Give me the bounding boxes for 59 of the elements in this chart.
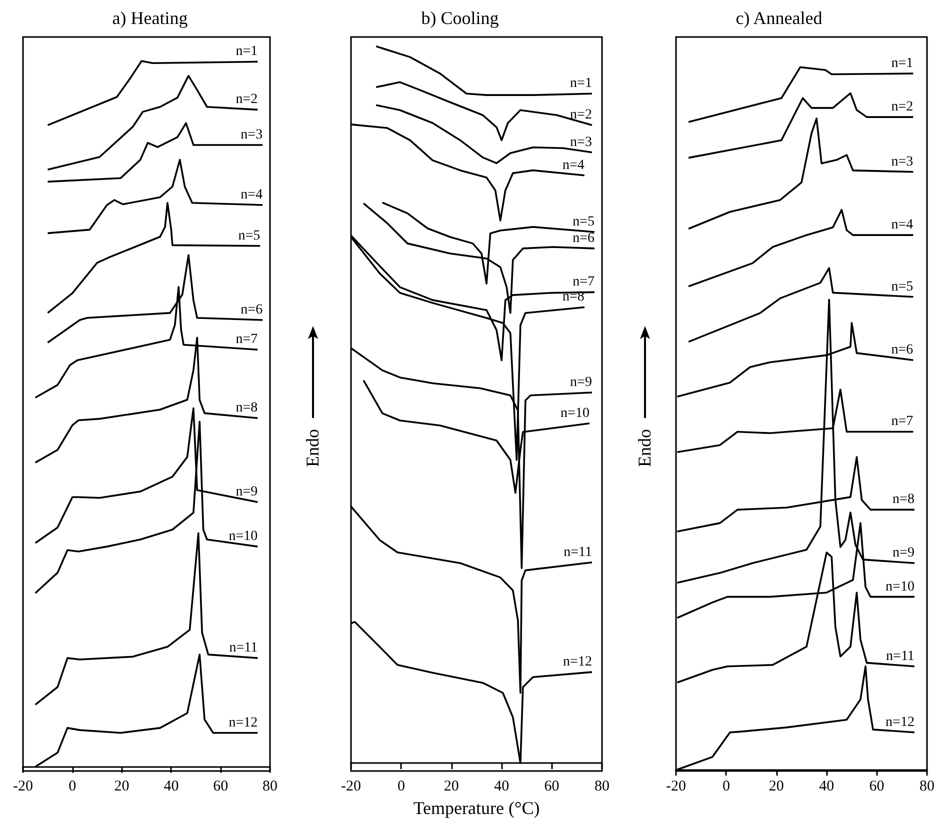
series-label: n=4: [240, 187, 263, 202]
series-label: n=1: [891, 56, 914, 72]
x-tick-label: 40: [819, 778, 834, 794]
series-label: n=9: [570, 375, 592, 390]
x-tick-label: 0: [722, 778, 730, 794]
x-tick-label: 60: [869, 778, 884, 794]
x-tick-label: 80: [262, 778, 278, 794]
series-label: n=2: [570, 108, 592, 123]
x-tick-label: 0: [68, 778, 76, 794]
series-label: n=6: [891, 342, 914, 358]
series-label: n=3: [570, 134, 592, 150]
x-tick-label: 80: [594, 778, 610, 794]
chart-title: c) Annealed: [736, 8, 822, 28]
series-label: n=10: [886, 579, 914, 594]
series-label: n=9: [236, 484, 258, 500]
series-label: n=11: [229, 640, 258, 656]
series-label: n=12: [886, 714, 914, 730]
series-label: n=1: [236, 44, 258, 60]
x-tick-label: -20: [666, 778, 686, 794]
series-label: n=6: [572, 230, 594, 246]
series-label: n=3: [240, 127, 263, 142]
series-label: n=4: [891, 218, 914, 233]
x-tick-label: -20: [341, 778, 361, 794]
series-label: n=8: [892, 492, 914, 508]
series-label: n=6: [240, 302, 263, 318]
x-tick-label: 40: [494, 778, 510, 794]
series-label: n=12: [228, 715, 258, 730]
series-label: n=1: [570, 76, 592, 92]
x-tick-label: 20: [768, 778, 784, 794]
series-label: n=2: [236, 92, 258, 108]
series-label: n=4: [562, 158, 584, 173]
series-label: n=5: [238, 228, 260, 244]
chart-title: a) Heating: [112, 8, 188, 28]
x-tick-label: 20: [114, 778, 130, 794]
y-axis-title: Endo: [634, 429, 656, 467]
x-axis-title: Temperature (°C): [413, 798, 540, 818]
y-axis-title: Endo: [302, 429, 324, 467]
series-label: n=7: [572, 274, 594, 290]
series-label: n=7: [236, 332, 258, 348]
x-tick-label: 0: [397, 778, 405, 794]
x-tick-label: 40: [164, 778, 179, 794]
chart-title: b) Cooling: [421, 8, 499, 28]
series-label: n=5: [891, 279, 914, 294]
x-tick-label: 60: [544, 778, 560, 794]
series-label: n=8: [236, 400, 258, 416]
series-label: n=10: [560, 406, 590, 421]
series-label: n=7: [891, 414, 914, 430]
series-label: n=2: [891, 100, 914, 115]
x-tick-label: -20: [13, 778, 33, 794]
series-label: n=11: [564, 544, 592, 560]
series-label: n=11: [886, 648, 914, 664]
x-tick-label: 80: [920, 778, 934, 794]
x-tick-label: 20: [444, 778, 459, 794]
series-label: n=12: [563, 654, 592, 670]
series-label: n=10: [228, 529, 258, 544]
series-label: n=9: [892, 546, 914, 561]
series-label: n=3: [891, 154, 914, 170]
series-label: n=5: [572, 214, 594, 230]
x-tick-label: 60: [213, 778, 228, 794]
